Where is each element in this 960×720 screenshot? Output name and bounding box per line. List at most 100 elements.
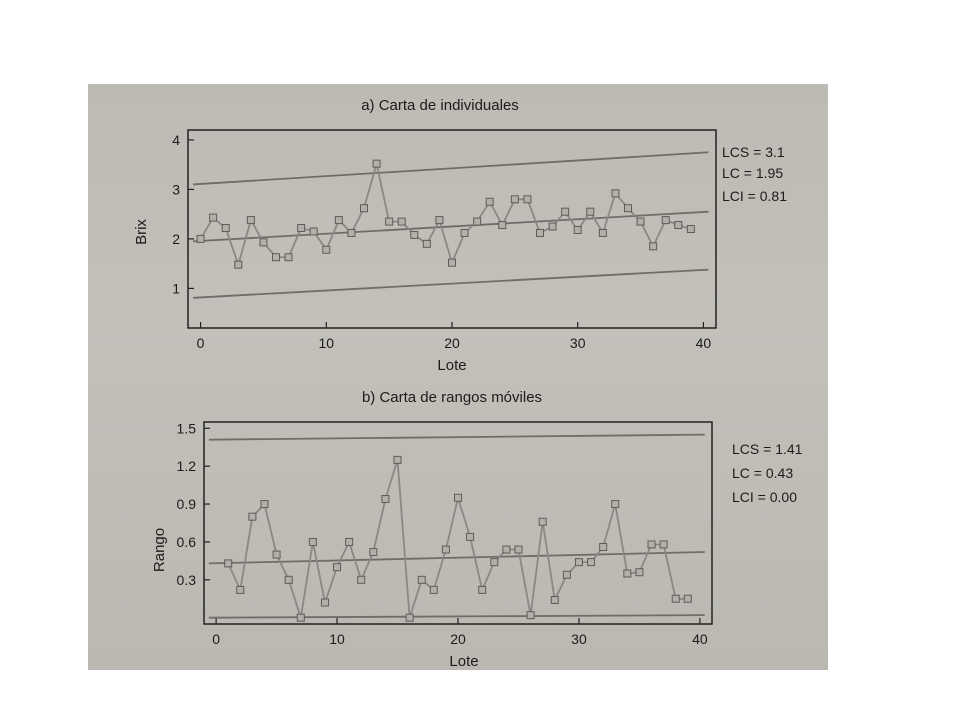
data-point <box>586 207 595 216</box>
data-point <box>393 455 402 464</box>
y-tick-label: 0.3 <box>177 572 197 588</box>
series-line <box>227 459 688 618</box>
data-point <box>334 216 343 225</box>
data-point <box>236 585 245 594</box>
data-point <box>360 204 368 213</box>
data-point <box>649 242 658 251</box>
data-point <box>385 217 394 226</box>
data-point <box>661 216 670 225</box>
data-point <box>248 512 257 521</box>
data-point <box>417 575 426 584</box>
data-point <box>448 258 456 267</box>
data-point <box>397 217 406 226</box>
x-tick-label: 20 <box>450 631 466 647</box>
data-point <box>573 225 582 234</box>
y-tick-label: 0.9 <box>177 496 197 512</box>
data-point <box>599 542 608 551</box>
data-point <box>478 585 487 594</box>
data-point <box>460 228 469 237</box>
data-point <box>611 189 620 198</box>
data-point <box>435 216 444 225</box>
data-point <box>683 594 692 603</box>
data-point <box>441 545 450 554</box>
data-point <box>422 239 431 248</box>
lcl-line <box>192 268 709 299</box>
y-tick-label: 3 <box>172 181 180 197</box>
data-point <box>369 548 378 557</box>
chart-a-legend-lcs: LCS = 3.1 <box>722 144 785 160</box>
data-point <box>381 495 390 504</box>
data-point <box>490 558 499 567</box>
data-point <box>686 225 695 233</box>
data-point <box>510 195 519 204</box>
series-line <box>199 163 692 268</box>
data-point <box>284 253 293 262</box>
data-point <box>574 558 583 567</box>
x-tick-label: 0 <box>197 335 205 351</box>
data-point <box>309 227 318 236</box>
data-point <box>259 238 268 247</box>
x-tick-label: 40 <box>692 631 708 647</box>
data-point <box>485 197 494 206</box>
y-tick-label: 4 <box>172 132 180 148</box>
chart-a-xlabel: Lote <box>437 357 466 374</box>
x-tick-label: 0 <box>212 631 220 647</box>
x-tick-label: 30 <box>571 631 587 647</box>
data-point <box>624 204 632 213</box>
x-tick-label: 40 <box>696 335 712 351</box>
data-point <box>466 532 475 541</box>
data-point <box>284 575 293 584</box>
data-point <box>429 585 438 594</box>
data-point <box>224 559 233 568</box>
data-point <box>347 228 356 237</box>
data-point <box>514 545 523 554</box>
chart-b-frame <box>203 421 713 625</box>
x-tick-label: 10 <box>318 335 334 351</box>
data-point <box>320 598 329 607</box>
y-tick-label: 1.5 <box>177 420 197 436</box>
y-tick-label: 1.2 <box>177 458 197 474</box>
data-point <box>272 253 280 262</box>
data-point <box>473 217 482 226</box>
data-point <box>647 540 656 549</box>
data-point <box>550 596 559 605</box>
chart-a-legend-lci: LCI = 0.81 <box>722 188 787 204</box>
center-line <box>192 210 709 243</box>
chart-b-legend-lcs: LCS = 1.41 <box>732 441 803 457</box>
data-point <box>357 575 366 584</box>
data-point <box>671 594 680 603</box>
data-point <box>536 228 544 237</box>
y-tick-label: 0.6 <box>177 534 197 550</box>
data-point <box>636 217 645 226</box>
x-tick-label: 10 <box>329 631 345 647</box>
data-point <box>345 537 354 546</box>
chart-b-ylabel: Rango <box>151 528 168 572</box>
data-point <box>659 540 668 549</box>
data-point <box>562 570 571 579</box>
y-tick-label: 1 <box>172 280 180 296</box>
ucl-line <box>208 433 705 441</box>
data-point <box>246 216 255 225</box>
y-tick-label: 2 <box>172 231 180 247</box>
data-point <box>454 493 462 502</box>
data-point <box>410 230 419 239</box>
chart-b-xlabel: Lote <box>449 653 478 670</box>
data-point <box>635 568 644 577</box>
data-point <box>548 222 557 231</box>
x-tick-label: 20 <box>444 335 460 351</box>
chart-a-title: a) Carta de individuales <box>361 97 519 114</box>
data-point <box>272 550 281 559</box>
data-point <box>587 558 596 567</box>
data-point <box>234 260 243 269</box>
center-line <box>208 551 705 565</box>
data-point <box>322 245 331 254</box>
data-point <box>674 221 683 230</box>
chart-b-title: b) Carta de rangos móviles <box>362 389 542 406</box>
data-point <box>372 159 381 168</box>
data-point <box>308 537 317 546</box>
x-tick-label: 30 <box>570 335 586 351</box>
data-point <box>221 224 230 233</box>
